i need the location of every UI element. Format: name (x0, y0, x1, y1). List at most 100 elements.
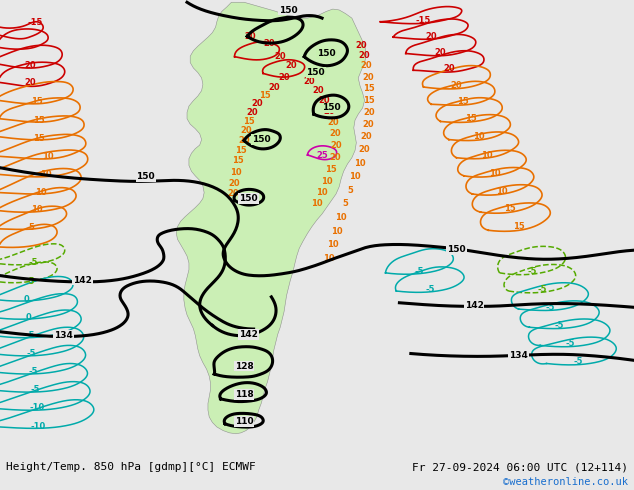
Text: 20: 20 (251, 99, 262, 108)
Text: -5: -5 (566, 339, 575, 348)
Text: -5: -5 (555, 321, 564, 330)
Text: 20: 20 (443, 64, 455, 74)
Text: 0: 0 (23, 294, 30, 304)
Text: -15: -15 (27, 18, 42, 27)
Text: 134: 134 (54, 331, 73, 340)
Text: 25: 25 (316, 150, 328, 160)
Text: -5: -5 (574, 357, 583, 366)
Text: 10: 10 (31, 205, 42, 214)
Text: 128: 128 (235, 362, 254, 371)
Text: Fr 27-09-2024 06:00 UTC (12+114): Fr 27-09-2024 06:00 UTC (12+114) (411, 462, 628, 472)
Text: 15: 15 (505, 204, 516, 213)
Text: 20: 20 (362, 120, 373, 129)
Text: 5: 5 (347, 186, 353, 195)
Text: -5: -5 (425, 285, 434, 294)
Text: 20: 20 (324, 106, 335, 116)
Text: 10: 10 (230, 168, 242, 177)
Text: 10: 10 (489, 169, 500, 178)
Text: 20: 20 (228, 190, 239, 198)
Text: 20: 20 (268, 82, 280, 92)
Text: -10: -10 (29, 403, 44, 413)
Text: -5: -5 (528, 267, 537, 275)
Text: 15: 15 (363, 84, 375, 93)
Text: 20: 20 (245, 32, 256, 41)
Text: 150: 150 (136, 172, 155, 181)
Text: 10: 10 (323, 254, 334, 263)
Text: 20: 20 (319, 96, 330, 105)
Text: 20: 20 (358, 145, 370, 154)
Text: 20: 20 (240, 126, 252, 135)
Text: 10: 10 (481, 150, 493, 160)
Text: 10: 10 (42, 152, 53, 161)
Text: 20: 20 (363, 108, 375, 117)
Text: 10: 10 (335, 213, 347, 222)
Text: 150: 150 (317, 49, 336, 58)
Text: 150: 150 (252, 135, 271, 144)
Text: 118: 118 (235, 390, 254, 399)
Text: 10: 10 (321, 177, 332, 186)
Text: -5: -5 (30, 385, 39, 394)
Text: 20: 20 (330, 142, 342, 150)
Text: 5: 5 (342, 199, 349, 208)
Text: 20: 20 (275, 52, 286, 61)
Text: 150: 150 (321, 103, 340, 112)
Text: -5: -5 (415, 267, 424, 275)
Text: 10: 10 (36, 188, 47, 196)
Text: 15: 15 (325, 166, 337, 174)
Text: 15: 15 (259, 91, 271, 99)
Text: -5: -5 (26, 276, 35, 286)
Text: 20: 20 (264, 39, 275, 48)
Text: 134: 134 (509, 351, 528, 360)
Text: 20: 20 (278, 73, 290, 81)
Text: 10: 10 (349, 172, 361, 181)
Text: 150: 150 (279, 5, 298, 15)
Text: 10: 10 (311, 199, 323, 208)
Text: 20: 20 (356, 41, 367, 50)
Text: 20: 20 (25, 61, 36, 70)
Text: 150: 150 (447, 245, 466, 254)
Text: 20: 20 (229, 179, 240, 188)
Text: 20: 20 (361, 61, 372, 70)
Text: 20: 20 (286, 61, 297, 70)
Text: -5: -5 (29, 258, 37, 268)
Text: 20: 20 (359, 51, 370, 60)
Text: 20: 20 (362, 73, 373, 81)
Text: 5: 5 (29, 223, 35, 232)
Text: Height/Temp. 850 hPa [gdmp][°C] ECMWF: Height/Temp. 850 hPa [gdmp][°C] ECMWF (6, 462, 256, 472)
Text: 20: 20 (238, 136, 250, 145)
Text: -5: -5 (27, 349, 36, 358)
Text: 15: 15 (232, 156, 243, 166)
Text: 10: 10 (473, 132, 484, 142)
Text: -5: -5 (26, 331, 35, 340)
Text: 20: 20 (25, 78, 36, 87)
Text: 150: 150 (239, 194, 258, 203)
Text: 20: 20 (329, 153, 340, 162)
Text: 20: 20 (451, 81, 462, 90)
Text: 15: 15 (31, 98, 42, 106)
Text: -5: -5 (538, 285, 547, 294)
Text: 15: 15 (34, 116, 45, 124)
Text: 10: 10 (496, 187, 508, 196)
Text: 15: 15 (513, 222, 524, 231)
Text: 20: 20 (435, 48, 446, 57)
Text: 0: 0 (25, 313, 32, 322)
Text: 15: 15 (235, 146, 247, 155)
Text: 20: 20 (327, 118, 339, 127)
Text: 20: 20 (425, 32, 437, 41)
Text: 15: 15 (243, 117, 254, 126)
Text: 142: 142 (465, 301, 484, 310)
Text: 142: 142 (239, 330, 258, 339)
Text: 20: 20 (304, 77, 315, 86)
Text: 10: 10 (327, 240, 339, 249)
Text: 142: 142 (73, 275, 92, 285)
Text: 10: 10 (316, 188, 328, 197)
Text: 15: 15 (465, 114, 476, 123)
Text: 10: 10 (354, 159, 366, 168)
Polygon shape (176, 2, 366, 434)
Text: 15: 15 (457, 98, 469, 106)
Text: 150: 150 (306, 68, 325, 77)
Text: ©weatheronline.co.uk: ©weatheronline.co.uk (503, 477, 628, 487)
Text: 20: 20 (313, 86, 324, 95)
Text: -5: -5 (29, 367, 37, 376)
Text: 20: 20 (329, 129, 340, 138)
